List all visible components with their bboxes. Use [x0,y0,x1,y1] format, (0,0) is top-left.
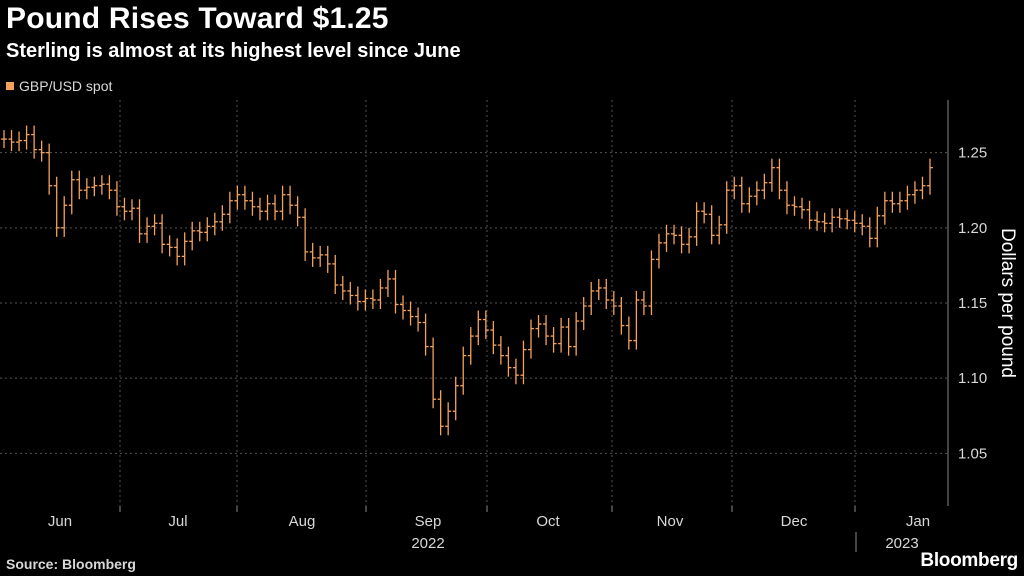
year-label: 2022 [411,535,444,552]
bloomberg-logo: Bloomberg [920,550,1018,571]
x-tick-label: Sep [415,513,442,530]
source-note: Source: Bloomberg [6,556,136,572]
legend-swatch [6,82,14,90]
y-tick-label: 1.05 [958,445,987,462]
y-tick-label: 1.15 [958,295,987,312]
x-tick-label: Oct [536,513,560,530]
chart-title: Pound Rises Toward $1.25 [6,2,389,35]
x-tick-label: Jul [168,513,187,530]
y-tick-label: 1.20 [958,220,987,237]
x-tick-label: Aug [289,513,316,530]
x-tick-label: Jan [906,513,930,530]
x-tick-label: Dec [781,513,808,530]
year-label: 2023 [885,535,918,552]
legend-label: GBP/USD spot [19,78,113,94]
y-tick-label: 1.10 [958,370,987,387]
chart-subtitle: Sterling is almost at its highest level … [6,40,461,62]
chart-legend: GBP/USD spot [6,78,112,94]
y-axis-label: Dollars per pound [997,228,1018,378]
y-tick-label: 1.25 [958,145,987,162]
x-tick-label: Jun [48,513,72,530]
x-tick-label: Nov [657,513,684,530]
